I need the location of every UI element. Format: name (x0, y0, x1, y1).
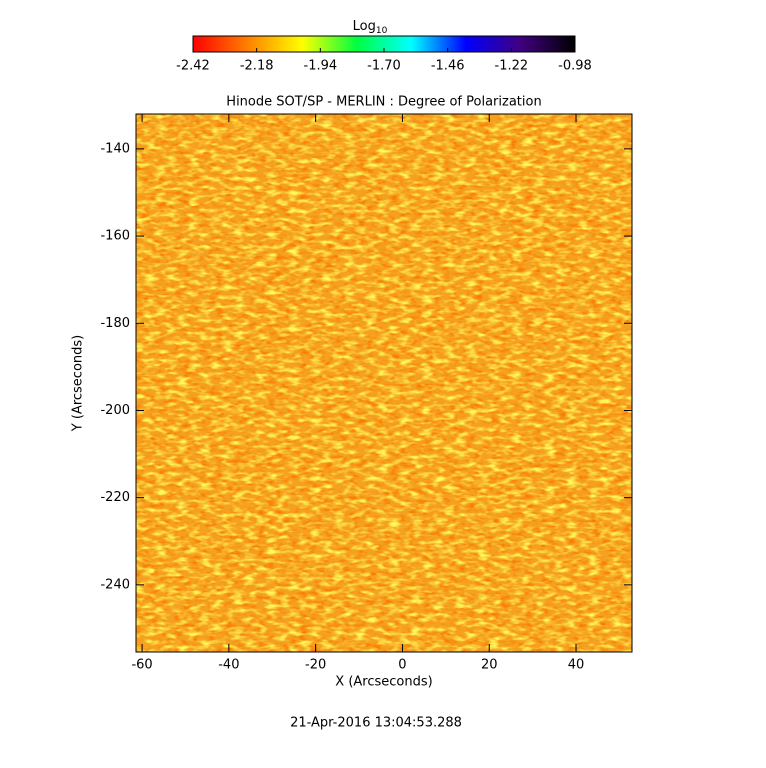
y-tick-label: -160 (100, 229, 130, 244)
y-tick-label: -240 (100, 577, 130, 592)
colorbar-label-sub: 10 (376, 26, 388, 36)
colorbar-title: Log10 (353, 19, 388, 36)
plot-frame (135, 113, 633, 653)
colorbar-tick-label: -2.42 (176, 59, 210, 74)
x-tick-label: 0 (398, 658, 406, 673)
colorbar-tick-label: -2.18 (240, 59, 274, 74)
y-axis-label: Y (Arcseconds) (71, 335, 86, 432)
footer-timestamp: 21-Apr-2016 13:04:53.288 (290, 716, 462, 731)
heatmap-texture (136, 114, 632, 652)
x-tick-label: -20 (305, 658, 326, 673)
x-tick-label: 20 (481, 658, 498, 673)
x-tick-label: -60 (131, 658, 152, 673)
heatmap-image (136, 114, 632, 652)
colorbar-tick-label: -1.70 (367, 59, 401, 74)
y-tick-label: -180 (100, 316, 130, 331)
colorbar-tick-label: -1.94 (304, 59, 338, 74)
colorbar-tick-label: -0.98 (558, 59, 592, 74)
colorbar-label: Log (353, 19, 376, 34)
y-tick-label: -140 (100, 141, 130, 156)
colorbar-tick-label: -1.22 (495, 59, 529, 74)
y-tick-label: -220 (100, 490, 130, 505)
colorbar-tick-label: -1.46 (431, 59, 465, 74)
x-tick-label: 40 (568, 658, 585, 673)
y-tick-label: -200 (100, 403, 130, 418)
chart-title: Hinode SOT/SP - MERLIN : Degree of Polar… (226, 95, 541, 110)
x-axis-label: X (Arcseconds) (335, 675, 432, 690)
x-tick-label: -40 (218, 658, 239, 673)
